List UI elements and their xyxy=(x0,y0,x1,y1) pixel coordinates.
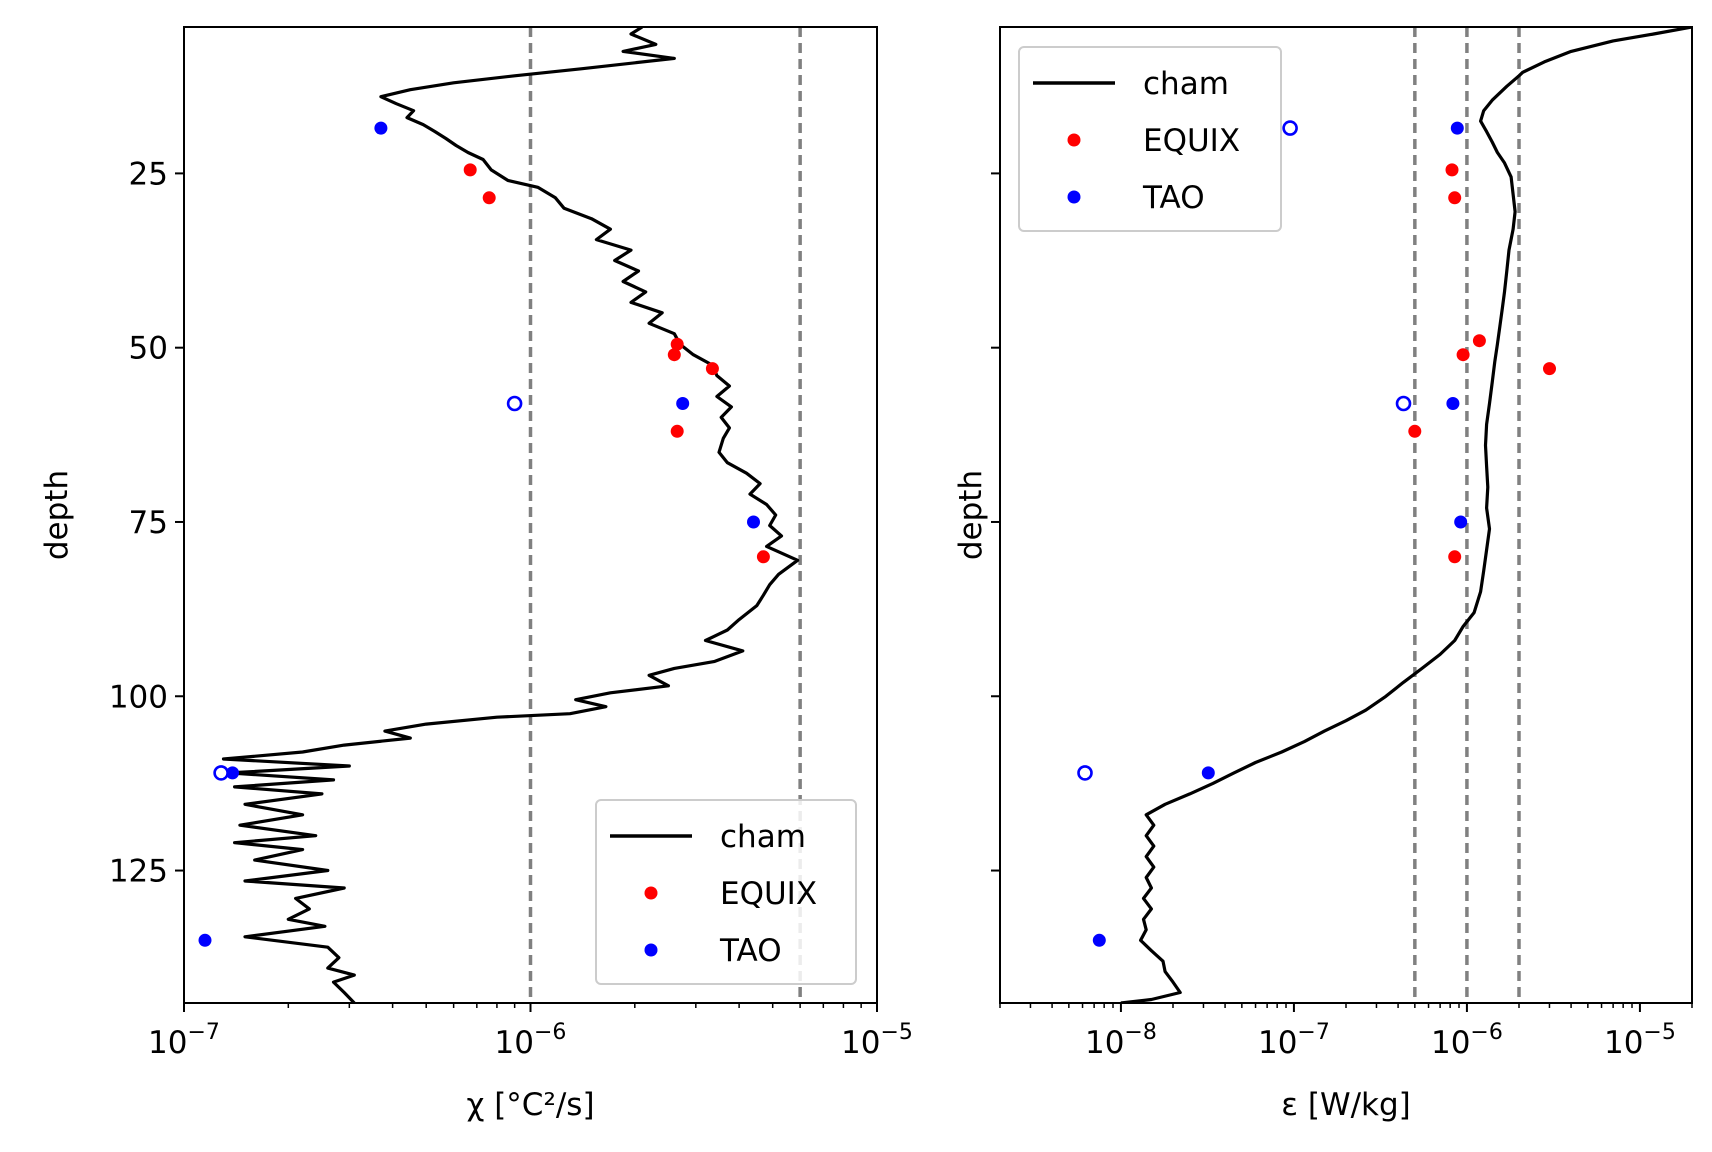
y-tick-label: 25 xyxy=(129,156,168,192)
x-tick-label: 10−7 xyxy=(1258,1020,1330,1061)
equix-point xyxy=(1448,550,1462,564)
tao-point xyxy=(198,933,212,947)
chi-legend: cham EQUIX TAO xyxy=(595,799,857,985)
tao-point xyxy=(226,766,239,780)
tao-point xyxy=(374,121,388,135)
tao-point xyxy=(1201,766,1215,780)
open-marker-point xyxy=(1282,120,1298,136)
equix-point xyxy=(1448,191,1462,205)
chi-cham-series xyxy=(221,27,800,1003)
x-tick-label: 10−5 xyxy=(841,1020,913,1061)
epsilon-y-axis-label: depth xyxy=(953,470,989,560)
tao-point xyxy=(1454,515,1468,529)
equix-point xyxy=(670,337,684,351)
equix-point xyxy=(482,191,496,205)
equix-point xyxy=(1445,163,1459,177)
x-tick-label: 10−7 xyxy=(148,1020,220,1061)
tao-point xyxy=(676,397,690,410)
x-tick-label: 10−6 xyxy=(495,1020,567,1061)
tao-point xyxy=(1446,397,1460,410)
y-tick-label: 100 xyxy=(109,679,168,715)
legend-marker-swatch xyxy=(644,943,658,957)
epsilon-x-ticks: 10−8 10−7 10−6 10−5 xyxy=(999,1003,1693,1061)
legend-label: EQUIX xyxy=(720,876,817,912)
equix-point xyxy=(667,348,681,362)
chi-y-ticks: 25 50 75 100 125 xyxy=(109,156,184,890)
open-marker-point xyxy=(1077,765,1093,781)
legend-marker-swatch xyxy=(1067,190,1081,204)
tao-point xyxy=(1450,121,1464,135)
equix-point xyxy=(705,362,719,376)
x-tick-label: 10−8 xyxy=(1085,1020,1157,1061)
x-tick-label: 10−5 xyxy=(1604,1020,1676,1061)
chi-y-axis-label: depth xyxy=(39,470,75,560)
chi-reference-lines xyxy=(528,27,802,1003)
epsilon-cham-series xyxy=(1120,27,1692,1003)
tao-point xyxy=(1092,933,1106,947)
x-tick-label: 10−6 xyxy=(1431,1020,1503,1061)
epsilon-reference-lines xyxy=(1413,27,1521,1003)
epsilon-marker-series xyxy=(1077,120,1556,947)
cham-line xyxy=(1120,27,1692,1003)
y-tick-label: 75 xyxy=(129,505,168,541)
chi-x-axis-label: χ [°C²/s] xyxy=(466,1087,594,1123)
equix-point xyxy=(1456,348,1470,362)
epsilon-x-axis-label: ε [W/kg] xyxy=(1281,1087,1411,1123)
equix-point xyxy=(1543,362,1556,376)
open-marker-point xyxy=(1395,395,1412,412)
open-marker-point xyxy=(506,395,523,412)
legend-box xyxy=(595,799,857,985)
y-tick-label: 50 xyxy=(129,331,168,367)
cham-line xyxy=(221,27,800,1003)
epsilon-y-ticks xyxy=(991,172,1000,872)
legend-label: cham xyxy=(1143,66,1229,102)
epsilon-legend: cham EQUIX TAO xyxy=(1018,46,1282,232)
equix-point xyxy=(463,163,477,177)
equix-point xyxy=(1408,424,1422,438)
chi-panel: 10−7 10−6 10−5 25 50 75 100 125 χ [°C²/s] dept… xyxy=(39,26,913,1123)
open-marker-point xyxy=(213,765,229,781)
legend-marker-swatch xyxy=(1067,133,1081,147)
equix-point xyxy=(756,550,770,564)
legend-marker-swatch xyxy=(644,886,658,900)
legend-label: cham xyxy=(720,819,806,855)
legend-box xyxy=(1018,46,1282,232)
epsilon-panel: 10−8 10−7 10−6 10−5 ε [W/kg] depth cham EQUI… xyxy=(953,26,1693,1123)
legend-label: TAO xyxy=(1142,180,1205,216)
y-tick-label: 125 xyxy=(109,854,168,890)
chi-marker-series xyxy=(198,121,770,947)
chi-x-ticks: 10−7 10−6 10−5 xyxy=(148,1003,913,1061)
legend-label: TAO xyxy=(719,933,782,969)
tao-point xyxy=(747,515,760,529)
equix-point xyxy=(1472,334,1486,348)
equix-point xyxy=(670,424,684,438)
legend-label: EQUIX xyxy=(1143,123,1240,159)
